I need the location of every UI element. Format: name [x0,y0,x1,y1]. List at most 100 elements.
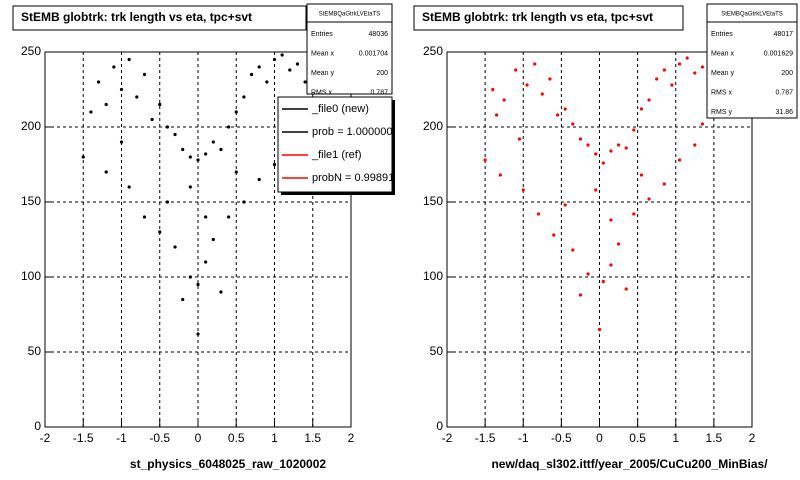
point [655,77,659,81]
x-tick-label: 2 [749,431,756,445]
x-axis-label: st_physics_6048025_raw_1020002 [130,457,326,471]
stats-label: Entries [311,31,333,38]
x-tick-label: 0 [195,431,202,445]
point [89,110,93,114]
point [536,212,541,216]
point [181,147,185,152]
stats-value: 0.787 [775,89,793,96]
point [181,297,185,302]
point [483,158,487,162]
point [571,122,575,126]
point [150,117,154,122]
point [295,62,300,66]
point [104,170,108,174]
point [548,77,552,81]
point [563,203,567,207]
point [135,95,139,99]
point [204,215,208,219]
x-tick-label: -1.5 [73,431,94,445]
x-tick-label: -0.5 [149,431,170,445]
stats-label: RMS y [711,109,733,116]
point [700,65,705,69]
point [119,87,124,92]
point [647,197,651,201]
x-tick-label: 1.5 [706,431,723,445]
stats-label: RMS x [311,89,333,96]
x-tick-label: 1.5 [304,431,321,445]
point [204,260,208,264]
x-tick-label: -2 [442,431,453,445]
point [303,80,307,84]
x-tick-label: -2 [40,431,51,445]
point [498,173,502,177]
chart-title: StEMB globtrk: trk length vs eta, tpc+sv… [422,10,653,24]
point [272,57,277,62]
point [227,125,231,129]
point [555,113,560,117]
y-tick-label: 250 [423,44,443,58]
point [242,200,246,204]
y-tick-label: 50 [430,344,444,358]
point [616,143,621,147]
point [491,87,495,92]
stats-value: 0.001629 [764,50,793,57]
point [173,245,177,249]
point [533,62,537,66]
point [647,98,651,102]
stats-name: StEMBQaGtrkLVEtaTS [721,12,783,18]
point [234,110,238,114]
point [119,140,124,144]
point [517,137,522,141]
point [211,140,215,144]
point [219,147,223,152]
x-tick-label: -1 [116,431,127,445]
point [624,287,628,291]
point [700,122,705,126]
point [586,143,590,147]
legend-box [277,96,393,193]
stats-value: 200 [376,70,388,77]
y-tick-label: 100 [21,269,41,283]
stats-box [706,3,798,119]
point [257,65,261,69]
stats-label: Mean y [311,70,334,77]
y-tick-label: 100 [423,269,443,283]
point [677,158,682,162]
point [158,230,162,234]
point [272,162,277,167]
point [81,155,85,159]
point [188,275,192,279]
x-tick-label: 0.5 [228,431,245,445]
point [639,173,644,177]
x-tick-label: 2 [348,431,355,445]
point [670,83,674,87]
point [514,68,518,72]
point [693,71,697,75]
point [632,212,636,216]
point [280,53,284,57]
point [552,233,556,237]
point [188,155,192,159]
point [571,248,575,252]
point [540,92,544,96]
legend-label: _file0 (new) [311,103,369,115]
stats-value: 0.787 [370,89,388,96]
title-box [12,5,307,31]
stats-label: RMS x [711,89,733,96]
point [632,128,636,132]
y-tick-label: 0 [34,419,41,433]
legend-label: prob = 1.000000 [312,126,392,138]
point [204,152,208,156]
point [104,102,108,107]
point [219,290,223,294]
chart-title: StEMB globtrk: trk length vs eta, tpc+sv… [21,10,252,24]
point [639,107,644,111]
legend-label: probN = 0.99891 [312,172,394,184]
title-box [413,5,684,31]
point [578,293,583,297]
x-tick-label: 0 [596,431,603,445]
point [563,107,567,111]
y-tick-label: 50 [28,344,42,358]
y-tick-label: 150 [21,194,41,208]
point [609,149,613,153]
